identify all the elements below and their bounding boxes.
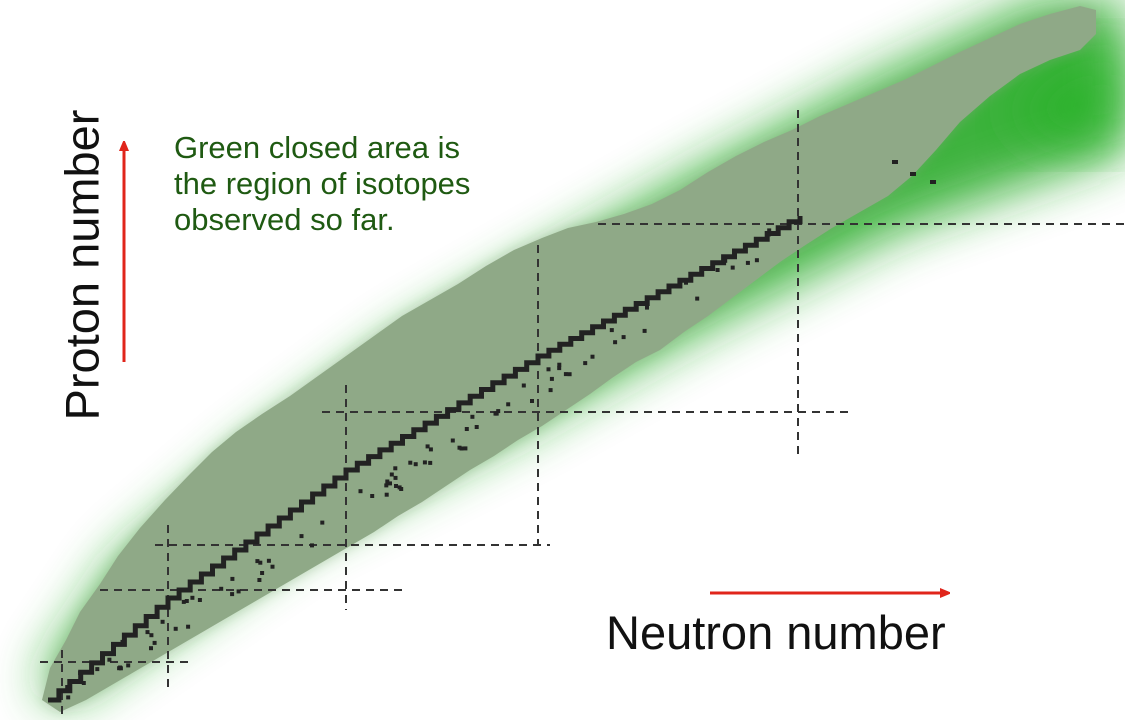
- isotope-dot: [557, 366, 562, 371]
- magic-number-lines: [40, 110, 1125, 718]
- isotope-dot: [930, 180, 936, 184]
- note-text: Green closed area is the region of isoto…: [174, 130, 471, 237]
- isotope-dot: [548, 388, 553, 393]
- x-axis-label: Neutron number: [606, 606, 946, 659]
- stable-isotope-staircase: [48, 216, 803, 703]
- isotope-dot: [186, 624, 191, 629]
- isotope-dot: [530, 399, 534, 403]
- isotope-dot: [413, 462, 418, 467]
- isotope-dot: [621, 335, 626, 340]
- isotope-dot: [464, 427, 469, 431]
- isotope-dot: [684, 280, 688, 285]
- isotope-dot: [149, 633, 154, 638]
- isotope-dot: [715, 268, 720, 272]
- stable-isotopes: [48, 160, 936, 703]
- isotope-dot: [428, 447, 433, 452]
- isotope-dot: [299, 534, 304, 539]
- isotope-dot: [236, 589, 241, 594]
- isotope-dot: [173, 626, 178, 631]
- isotope-dot: [310, 543, 314, 548]
- isotope-dot: [428, 460, 433, 465]
- isotope-dot: [496, 409, 501, 414]
- isotope-dot: [422, 460, 427, 465]
- isotope-dot: [257, 578, 262, 582]
- isotope-dot: [358, 489, 363, 494]
- isotope-dot: [270, 564, 275, 569]
- isotope-dot: [197, 598, 202, 602]
- isotope-dot: [219, 586, 224, 591]
- isotope-dot: [145, 630, 150, 635]
- isotope-dot: [590, 354, 595, 359]
- isotope-dot: [181, 599, 186, 604]
- isotope-dot: [184, 599, 189, 603]
- isotope-dot: [754, 258, 759, 263]
- isotope-dot: [149, 646, 153, 651]
- isotope-dot: [260, 571, 265, 575]
- observed-isotope-region: [42, 6, 1096, 712]
- y-axis-label: Proton number: [55, 109, 109, 421]
- isotope-dot: [745, 260, 750, 265]
- isotope-dot: [394, 484, 398, 488]
- isotope-dot: [152, 640, 157, 645]
- isotope-dot: [160, 619, 165, 624]
- isotope-dot: [695, 296, 700, 301]
- isotope-dot: [266, 558, 271, 563]
- isotope-dot: [408, 460, 413, 465]
- isotope-dot: [645, 305, 649, 310]
- isotope-dot: [563, 372, 568, 377]
- isotope-dot: [470, 414, 475, 419]
- isotope-dot: [320, 520, 325, 525]
- isotope-dot: [910, 172, 916, 176]
- isotope-dot: [230, 576, 235, 581]
- isotope-dot: [567, 372, 572, 377]
- isotope-dot: [385, 479, 390, 484]
- isotope-dot: [65, 685, 70, 689]
- isotope-dot: [399, 487, 404, 491]
- isotope-dot: [126, 663, 131, 668]
- isotope-dot: [370, 494, 375, 498]
- isotope-dot: [425, 444, 430, 449]
- isotope-dot: [730, 265, 735, 270]
- isotope-dot: [767, 228, 772, 233]
- isotope-dot: [190, 595, 195, 600]
- isotope-dot: [609, 328, 614, 333]
- isotope-dot: [66, 695, 71, 700]
- isotope-dot: [393, 466, 398, 471]
- isotope-dot: [389, 472, 394, 477]
- isotope-dot: [546, 367, 551, 372]
- isotope-dot: [723, 258, 728, 263]
- isotope-dot: [494, 411, 499, 416]
- isotope-dot: [521, 383, 526, 388]
- isotope-dot: [107, 657, 112, 662]
- isotope-dot: [95, 667, 100, 672]
- isotope-dot: [892, 160, 898, 164]
- isotope-dot: [255, 559, 260, 564]
- isotope-dot: [117, 666, 122, 671]
- isotope-dot: [474, 425, 479, 429]
- isotope-dot: [393, 475, 398, 480]
- isotope-dot: [258, 560, 263, 565]
- isotope-dot: [78, 671, 83, 675]
- isotope-dot: [450, 438, 455, 443]
- isotope-dot: [121, 640, 126, 645]
- isotope-dot: [549, 376, 554, 381]
- isotope-dot: [81, 681, 86, 685]
- isotope-dot: [506, 402, 511, 407]
- isotope-dot: [613, 340, 618, 345]
- isotope-dot: [384, 483, 389, 488]
- isotope-dot: [557, 362, 562, 367]
- isotope-dot: [230, 592, 235, 597]
- isotope-dot: [766, 232, 771, 237]
- isotope-dot: [583, 361, 588, 366]
- isotope-dot: [388, 481, 392, 486]
- isotope-dot: [463, 446, 468, 451]
- isotope-dot: [459, 446, 464, 451]
- isotope-dot: [384, 492, 389, 497]
- isotope-dot: [642, 328, 647, 333]
